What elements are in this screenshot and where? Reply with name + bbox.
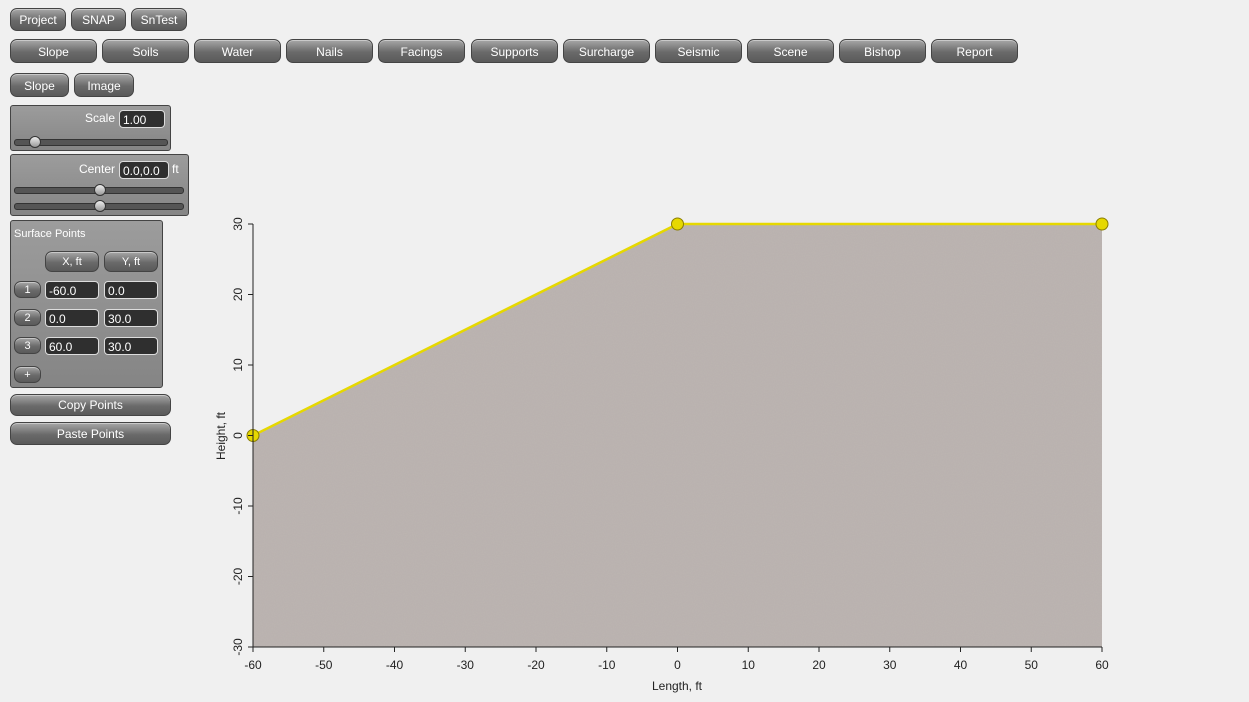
y-tick-label: 10 <box>231 358 245 372</box>
surface-points-panel: Surface Points X, ft Y, ft + 1 -60.0 0.0 2 0… <box>10 220 163 388</box>
x-tick-label: 10 <box>742 658 756 672</box>
center-unit: ft <box>172 162 179 176</box>
tab-button[interactable]: Report <box>931 39 1018 63</box>
soil-area <box>253 224 1102 647</box>
y-tick-label: -30 <box>231 638 245 656</box>
tab-button[interactable]: Seismic <box>655 39 742 63</box>
row-index[interactable]: 1 <box>14 281 41 298</box>
x-tick-label: -60 <box>244 658 262 672</box>
x-tick-label: 60 <box>1095 658 1109 672</box>
x-axis-label: Length, ft <box>652 679 703 693</box>
slider-knob[interactable] <box>29 136 41 148</box>
tab-button[interactable]: Water <box>194 39 281 63</box>
x-tick-label: -30 <box>457 658 475 672</box>
scale-slider[interactable] <box>14 136 168 148</box>
center-input[interactable]: 0.0,0.0 <box>119 161 169 179</box>
x-tick-label: 20 <box>812 658 826 672</box>
x-tick-label: -50 <box>315 658 333 672</box>
column-header[interactable]: Y, ft <box>104 251 158 272</box>
surface-line <box>252 222 1102 437</box>
tab-button[interactable]: Bishop <box>839 39 926 63</box>
y-axis-label: Height, ft <box>214 411 228 460</box>
surface-point <box>246 429 260 442</box>
sub-tab-button[interactable]: Slope <box>10 73 69 97</box>
tab-button[interactable]: Nails <box>286 39 373 63</box>
x-input[interactable]: 60.0 <box>45 337 99 355</box>
tab-button[interactable]: Surcharge <box>563 39 650 63</box>
x-tick-label: 0 <box>674 658 681 672</box>
slider-knob[interactable] <box>94 184 106 196</box>
scale-label: Scale <box>84 111 115 125</box>
surface-point <box>671 217 684 231</box>
x-tick-label: -10 <box>598 658 616 672</box>
x-tick-label: 40 <box>954 658 968 672</box>
surface-point <box>1095 217 1109 231</box>
scale-input[interactable]: 1.00 <box>119 110 165 128</box>
add-point-button[interactable]: + <box>14 366 41 383</box>
x-tick-label: -40 <box>386 658 404 672</box>
row-index[interactable]: 2 <box>14 309 41 326</box>
x-input[interactable]: -60.0 <box>45 281 99 299</box>
y-input[interactable]: 30.0 <box>104 337 158 355</box>
scale-panel: Scale 1.00 <box>10 105 171 151</box>
tab-button[interactable]: Soils <box>102 39 189 63</box>
menu-button[interactable]: SnTest <box>131 8 187 31</box>
y-input[interactable]: 30.0 <box>104 309 158 327</box>
tab-button[interactable]: Slope <box>10 39 97 63</box>
panel-title: Surface Points <box>14 228 86 240</box>
column-header[interactable]: X, ft <box>45 251 99 272</box>
y-tick-label: 0 <box>231 432 245 439</box>
center-y-slider[interactable] <box>14 200 184 212</box>
sub-tab-button[interactable]: Image <box>74 73 134 97</box>
y-tick-label: 20 <box>231 288 245 302</box>
row-index[interactable]: 3 <box>14 337 41 354</box>
tab-button[interactable]: Facings <box>378 39 465 63</box>
center-label: Center <box>78 162 115 176</box>
menu-button[interactable]: SNAP <box>71 8 126 31</box>
tab-button[interactable]: Scene <box>747 39 834 63</box>
x-tick-label: -20 <box>527 658 545 672</box>
copy-points-button[interactable]: Copy Points <box>10 394 171 416</box>
y-tick-label: -20 <box>231 568 245 586</box>
x-input[interactable]: 0.0 <box>45 309 99 327</box>
y-tick-label: 30 <box>231 217 245 231</box>
y-tick-label: -10 <box>231 497 245 515</box>
x-tick-label: 30 <box>883 658 897 672</box>
x-tick-label: 50 <box>1025 658 1039 672</box>
y-input[interactable]: 0.0 <box>104 281 158 299</box>
paste-points-button[interactable]: Paste Points <box>10 422 171 445</box>
slider-knob[interactable] <box>94 200 106 212</box>
center-panel: Center 0.0,0.0 ft <box>10 154 189 216</box>
tab-button[interactable]: Supports <box>471 39 558 63</box>
menu-button[interactable]: Project <box>10 8 66 31</box>
center-x-slider[interactable] <box>14 184 184 196</box>
